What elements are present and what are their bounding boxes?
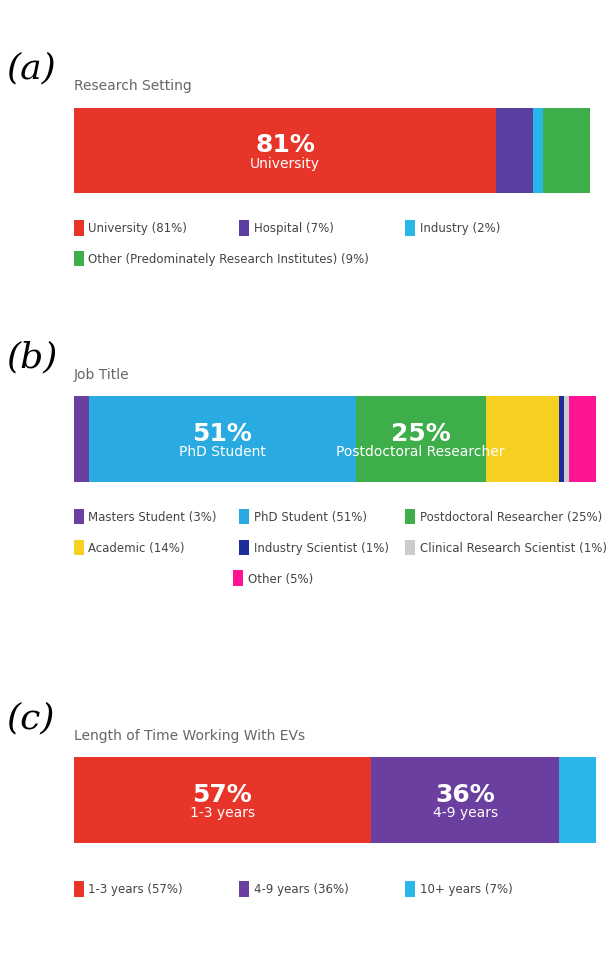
Text: 57%: 57% bbox=[193, 782, 252, 806]
Text: Job Title: Job Title bbox=[74, 367, 130, 382]
Text: 1-3 years (57%): 1-3 years (57%) bbox=[88, 882, 183, 896]
Text: PhD Student (51%): PhD Student (51%) bbox=[254, 510, 367, 524]
Text: Postdoctoral Researcher (25%): Postdoctoral Researcher (25%) bbox=[420, 510, 602, 524]
Bar bbox=[559, 757, 596, 843]
Text: 36%: 36% bbox=[435, 782, 495, 806]
Bar bbox=[559, 397, 564, 482]
Bar bbox=[564, 397, 570, 482]
Text: Other (Predominately Research Institutes) (9%): Other (Predominately Research Institutes… bbox=[88, 253, 369, 266]
Bar bbox=[486, 397, 559, 482]
Text: University (81%): University (81%) bbox=[88, 222, 187, 235]
Bar bbox=[533, 109, 543, 194]
Bar bbox=[543, 109, 591, 194]
Text: 10+ years (7%): 10+ years (7%) bbox=[420, 882, 513, 896]
Text: (a): (a) bbox=[6, 52, 56, 86]
Text: Research Setting: Research Setting bbox=[74, 79, 192, 93]
Text: Industry Scientist (1%): Industry Scientist (1%) bbox=[254, 541, 389, 554]
Text: Hospital (7%): Hospital (7%) bbox=[254, 222, 334, 235]
Bar bbox=[74, 397, 90, 482]
Bar bbox=[356, 397, 486, 482]
Text: (b): (b) bbox=[6, 340, 58, 374]
Text: Clinical Research Scientist (1%): Clinical Research Scientist (1%) bbox=[420, 541, 607, 554]
Text: Other (5%): Other (5%) bbox=[248, 572, 313, 585]
Text: PhD Student: PhD Student bbox=[179, 445, 266, 458]
Text: University: University bbox=[250, 157, 320, 170]
Text: Postdoctoral Researcher: Postdoctoral Researcher bbox=[336, 445, 505, 458]
Text: Length of Time Working With EVs: Length of Time Working With EVs bbox=[74, 727, 305, 742]
Text: Industry (2%): Industry (2%) bbox=[420, 222, 500, 235]
Text: Masters Student (3%): Masters Student (3%) bbox=[88, 510, 217, 524]
Text: 1-3 years: 1-3 years bbox=[190, 805, 255, 819]
Text: 4-9 years (36%): 4-9 years (36%) bbox=[254, 882, 349, 896]
Text: Academic (14%): Academic (14%) bbox=[88, 541, 185, 554]
Bar bbox=[74, 109, 497, 194]
Text: (c): (c) bbox=[6, 701, 55, 734]
Text: 25%: 25% bbox=[391, 422, 451, 446]
Text: 81%: 81% bbox=[255, 134, 315, 158]
Bar bbox=[497, 109, 533, 194]
Bar bbox=[90, 397, 356, 482]
Text: 51%: 51% bbox=[192, 422, 252, 446]
Bar bbox=[570, 397, 596, 482]
Bar bbox=[371, 757, 559, 843]
Text: 4-9 years: 4-9 years bbox=[432, 805, 498, 819]
Bar bbox=[74, 757, 371, 843]
